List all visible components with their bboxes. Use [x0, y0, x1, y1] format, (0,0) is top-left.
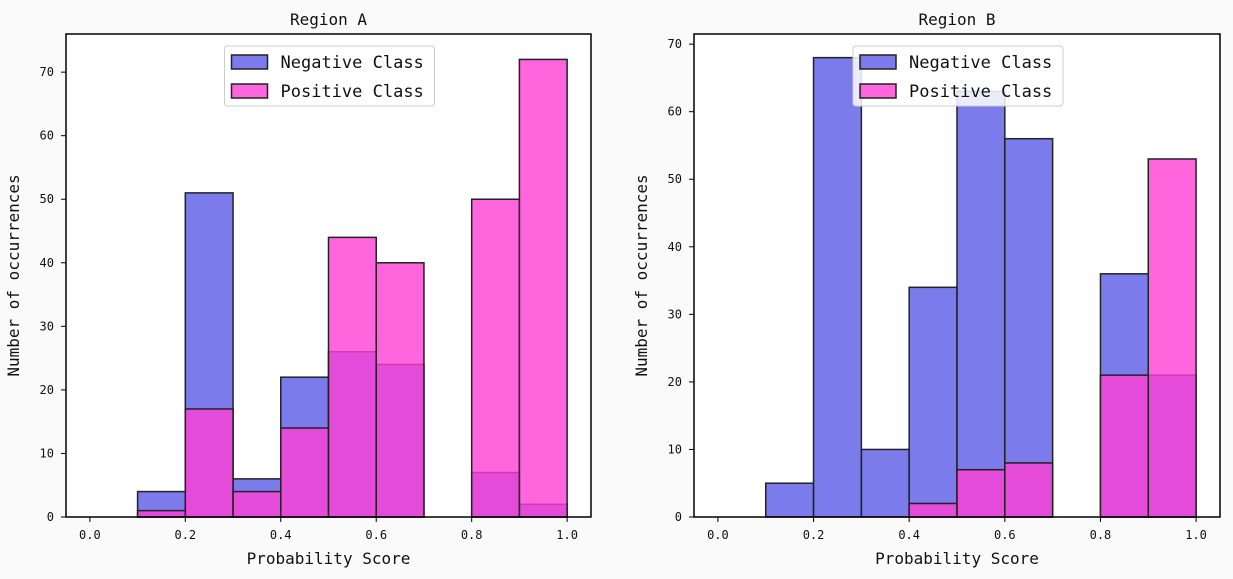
- y-axis-label: Number of occurrences: [632, 174, 651, 376]
- y-tick-label: 70: [668, 37, 682, 51]
- axes-frame: [693, 33, 1221, 518]
- legend-swatch: [859, 54, 897, 70]
- y-tick-label: 40: [40, 256, 54, 270]
- legend-label: Positive Class: [909, 82, 1052, 102]
- bar-negative: [764, 482, 815, 518]
- x-axis-label: Probability Score: [875, 549, 1039, 568]
- y-tick-label: 10: [40, 446, 54, 460]
- legend-label: Negative Class: [281, 53, 424, 73]
- bar-negative: [860, 448, 910, 518]
- y-tick-label: 40: [668, 240, 682, 254]
- bar-positive: [470, 198, 521, 518]
- x-tick-label: 0.4: [270, 528, 292, 542]
- legend-swatch: [859, 83, 897, 99]
- y-tick-label: 60: [668, 105, 682, 119]
- legend-box: [852, 45, 1064, 107]
- x-tick-label: 0.6: [365, 528, 387, 542]
- y-tick-label: 30: [668, 307, 682, 321]
- bar-positive: [956, 468, 1006, 518]
- x-tick-label: 0.0: [707, 528, 729, 542]
- bar-negative: [956, 90, 1006, 518]
- legend-label: Negative Class: [909, 53, 1052, 73]
- bar-positive: [908, 502, 958, 518]
- axes-frame: [65, 33, 592, 518]
- bar-positive: [1099, 374, 1150, 518]
- chart-title: Region A: [290, 10, 367, 29]
- y-tick-label: 10: [668, 442, 682, 456]
- bar-positive: [136, 509, 187, 518]
- x-tick-label: 0.2: [803, 528, 825, 542]
- legend-box: [224, 45, 435, 107]
- bar-positive: [1147, 158, 1197, 518]
- y-tick-label: 70: [40, 65, 54, 79]
- bar-negative: [1004, 137, 1054, 518]
- y-tick-label: 50: [40, 192, 54, 206]
- bar-positive: [1004, 462, 1054, 518]
- x-tick-label: 0.0: [79, 528, 101, 542]
- y-tick-label: 0: [47, 510, 54, 524]
- y-tick-label: 60: [40, 129, 54, 143]
- chart-region-a: 0.0 0.2 0.4 0.6 0.8 1.0 0 10 20 30 40 50 60 70 Region …: [4, 10, 592, 568]
- chart-title: Region B: [918, 10, 995, 29]
- x-tick-label: 1.0: [1185, 528, 1207, 542]
- legend-swatch: [230, 83, 269, 99]
- x-axis-label: Probability Score: [247, 549, 411, 568]
- x-tick-label: 1.0: [556, 528, 578, 542]
- y-axis-label: Number of occurrences: [4, 174, 23, 376]
- bar-positive: [327, 236, 377, 518]
- bar-negative: [812, 56, 863, 518]
- bar-positive: [518, 58, 568, 518]
- y-tick-label: 0: [675, 510, 682, 524]
- bar-positive: [280, 427, 330, 518]
- x-tick-label: 0.2: [174, 528, 196, 542]
- bar-negative: [908, 286, 958, 518]
- x-tick-label: 0.4: [898, 528, 920, 542]
- bar-positive: [232, 490, 282, 518]
- y-tick-label: 50: [668, 172, 682, 186]
- y-tick-label: 20: [40, 383, 54, 397]
- x-tick-label: 0.6: [994, 528, 1016, 542]
- x-tick-label: 0.8: [1090, 528, 1112, 542]
- chart-region-b: 0.0 0.2 0.4 0.6 0.8 1.0 0 10 20 30 40 50 60 70 Region …: [632, 10, 1221, 568]
- y-tick-label: 20: [668, 375, 682, 389]
- legend-label: Positive Class: [281, 82, 424, 102]
- x-tick-label: 0.8: [461, 528, 483, 542]
- bar-positive: [184, 408, 234, 518]
- y-tick-label: 30: [40, 319, 54, 333]
- legend-swatch: [230, 54, 269, 70]
- bar-positive: [375, 262, 425, 518]
